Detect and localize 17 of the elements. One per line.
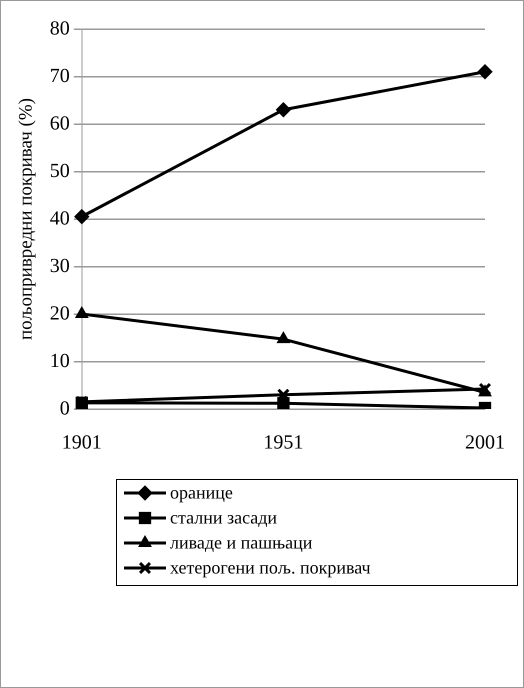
y-tick-label: 80 (50, 17, 70, 40)
y-tick-label: 30 (50, 254, 70, 277)
legend-label: стални засади (170, 508, 278, 528)
x-tick-label: 1951 (263, 431, 304, 454)
y-tick-label: 20 (50, 302, 70, 324)
legend-label: хетерогени пољ. покривач (170, 558, 371, 578)
y-tick-label: 60 (50, 112, 70, 134)
legend-label: оранице (170, 482, 233, 503)
y-axis-title: пољопривредни покривач (%) (15, 98, 36, 340)
y-tick-label: 40 (50, 207, 70, 230)
y-tick-label: 70 (50, 64, 70, 87)
legend-label: ливаде и пашњаци (170, 532, 313, 553)
x-tick-label: 2001 (465, 431, 505, 454)
y-tick-label: 10 (50, 350, 70, 372)
y-tick-label: 50 (50, 160, 70, 182)
x-tick-label: 1901 (62, 431, 102, 454)
y-tick-label: 0 (60, 397, 70, 420)
